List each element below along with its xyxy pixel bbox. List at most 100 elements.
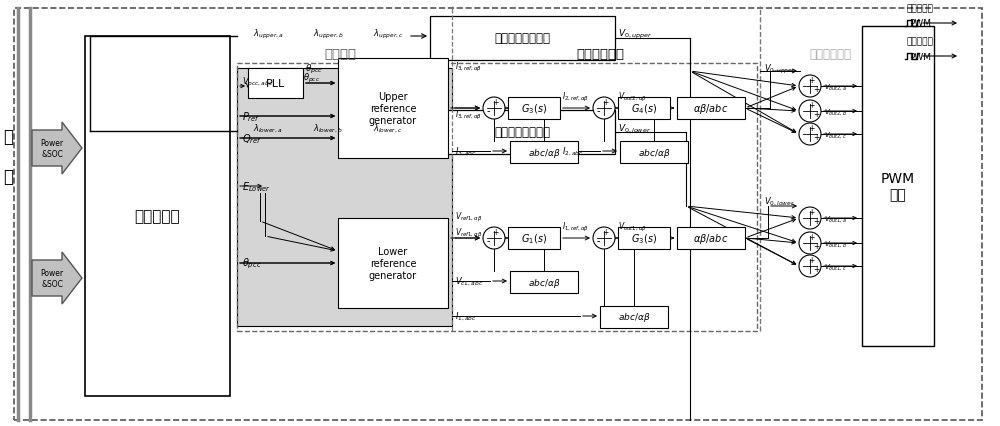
- Bar: [508, 98, 560, 120]
- Text: $V_{out2,b}$: $V_{out2,b}$: [824, 107, 847, 117]
- Text: 高压零序电压生成: 高压零序电压生成: [494, 32, 550, 46]
- Text: $V_{0,upper}$: $V_{0,upper}$: [618, 27, 652, 40]
- Text: Power
&SOC: Power &SOC: [40, 269, 64, 288]
- Circle shape: [799, 256, 821, 277]
- Text: 讯: 讯: [3, 167, 13, 186]
- Bar: [677, 227, 745, 249]
- Text: $\lambda_{lower,a}$: $\lambda_{lower,a}$: [253, 123, 283, 135]
- Text: 参考生成: 参考生成: [324, 49, 356, 61]
- Text: -: -: [596, 236, 600, 246]
- Text: +: +: [808, 124, 815, 133]
- Circle shape: [799, 233, 821, 254]
- Text: $I_{3,ref,\alpha\beta}$: $I_{3,ref,\alpha\beta}$: [455, 109, 482, 122]
- Polygon shape: [32, 123, 82, 175]
- Text: +: +: [808, 208, 815, 217]
- Text: $\theta_{pcc}$: $\theta_{pcc}$: [303, 71, 320, 84]
- Bar: [618, 227, 670, 249]
- Text: $\alpha\beta/abc$: $\alpha\beta/abc$: [693, 102, 729, 116]
- Text: PWM
调制: PWM 调制: [881, 172, 915, 201]
- Text: +: +: [492, 228, 499, 237]
- Text: 去低压模组: 去低压模组: [907, 37, 933, 46]
- Text: $V_{out1,a}$: $V_{out1,a}$: [824, 213, 847, 224]
- Polygon shape: [32, 253, 82, 304]
- Text: $I_{2,ref,\alpha\beta}$: $I_{2,ref,\alpha\beta}$: [562, 90, 589, 104]
- Text: $V_{ref1,\alpha\beta}$: $V_{ref1,\alpha\beta}$: [455, 227, 482, 239]
- Text: $V_{c1,abc}$: $V_{c1,abc}$: [455, 275, 483, 288]
- Text: +: +: [813, 264, 819, 273]
- Text: PLL: PLL: [266, 79, 285, 89]
- Text: $E_{Lower}$: $E_{Lower}$: [242, 180, 271, 193]
- Circle shape: [799, 207, 821, 230]
- Text: 电压电流控制: 电压电流控制: [576, 49, 624, 61]
- Text: $I_{3,abc}$: $I_{3,abc}$: [455, 146, 477, 158]
- Bar: [508, 227, 560, 249]
- Text: 通: 通: [3, 128, 13, 146]
- Text: $V_{pcc,abc}$: $V_{pcc,abc}$: [242, 75, 273, 88]
- Text: Lower
reference
generator: Lower reference generator: [369, 247, 417, 280]
- Text: $V_{0,upper}$: $V_{0,upper}$: [764, 62, 796, 75]
- Bar: [338, 59, 448, 158]
- Text: -: -: [596, 106, 600, 116]
- Bar: [237, 64, 757, 331]
- Text: $I_{3,ref,\alpha\beta}$: $I_{3,ref,\alpha\beta}$: [455, 60, 482, 73]
- Text: $abc/\alpha\beta$: $abc/\alpha\beta$: [638, 146, 670, 159]
- Text: $V_{out2,a}$: $V_{out2,a}$: [824, 82, 847, 92]
- Text: $G_3(s)$: $G_3(s)$: [631, 232, 657, 245]
- Text: $P_{ref}$: $P_{ref}$: [242, 110, 260, 124]
- Circle shape: [593, 98, 615, 120]
- Text: +: +: [808, 101, 815, 110]
- Bar: [510, 142, 578, 164]
- Circle shape: [593, 227, 615, 249]
- Bar: [237, 69, 452, 326]
- Text: $\lambda_{upper,c}$: $\lambda_{upper,c}$: [373, 27, 404, 40]
- Text: $V_{out1,\alpha\beta}$: $V_{out1,\alpha\beta}$: [618, 220, 647, 233]
- Text: $\lambda_{upper,a}$: $\lambda_{upper,a}$: [253, 27, 284, 40]
- Bar: [248, 69, 303, 99]
- Text: -: -: [486, 106, 490, 116]
- Text: +: +: [813, 132, 819, 141]
- Bar: [338, 219, 448, 308]
- Text: $V_{0,lower}$: $V_{0,lower}$: [618, 123, 651, 135]
- Text: +: +: [813, 241, 819, 250]
- Text: $V_{0,lower}$: $V_{0,lower}$: [764, 196, 795, 207]
- Bar: [430, 111, 615, 155]
- Text: $abc/\alpha\beta$: $abc/\alpha\beta$: [618, 311, 650, 324]
- Text: $Q_{ref}$: $Q_{ref}$: [242, 132, 262, 146]
- Text: 低压零序电压生成: 低压零序电压生成: [494, 126, 550, 139]
- Text: +: +: [492, 98, 499, 107]
- Text: $I_{1,ref,\alpha\beta}$: $I_{1,ref,\alpha\beta}$: [562, 220, 589, 233]
- Text: +: +: [813, 216, 819, 225]
- Circle shape: [799, 124, 821, 146]
- Text: +: +: [602, 98, 609, 107]
- Text: Upper
reference
generator: Upper reference generator: [369, 92, 417, 125]
- Text: $V_{out2,c}$: $V_{out2,c}$: [824, 130, 847, 140]
- Text: $\alpha\beta/abc$: $\alpha\beta/abc$: [693, 231, 729, 245]
- Text: $\lambda_{upper,b}$: $\lambda_{upper,b}$: [313, 27, 344, 40]
- Text: 零序电压注入: 零序电压注入: [809, 49, 851, 61]
- Text: $\theta_{pcc}$: $\theta_{pcc}$: [305, 62, 323, 75]
- Text: $\lambda_{lower,c}$: $\lambda_{lower,c}$: [373, 123, 403, 135]
- Text: $V_{out2,\alpha\beta}$: $V_{out2,\alpha\beta}$: [618, 90, 647, 104]
- Bar: [430, 17, 615, 61]
- Circle shape: [483, 98, 505, 120]
- Text: $\theta_{pcc}$: $\theta_{pcc}$: [242, 256, 262, 271]
- Circle shape: [799, 101, 821, 123]
- Text: +: +: [808, 233, 815, 242]
- Text: -: -: [486, 236, 490, 246]
- Text: $V_{out1,c}$: $V_{out1,c}$: [824, 262, 847, 271]
- Bar: [85, 37, 230, 396]
- Bar: [510, 271, 578, 294]
- Text: +: +: [813, 84, 819, 93]
- Text: PWM: PWM: [909, 52, 931, 61]
- Text: +: +: [602, 228, 609, 237]
- Text: 中央控制器: 中央控制器: [135, 209, 180, 224]
- Text: +: +: [808, 256, 815, 265]
- Text: 去高压模组: 去高压模组: [907, 5, 933, 14]
- Circle shape: [483, 227, 505, 249]
- Text: $abc/\alpha\beta$: $abc/\alpha\beta$: [528, 276, 560, 289]
- Bar: [600, 306, 668, 328]
- Text: $V_{ref1,\alpha\beta}$: $V_{ref1,\alpha\beta}$: [455, 210, 482, 223]
- Bar: [618, 98, 670, 120]
- Text: +: +: [813, 109, 819, 118]
- Text: $G_1(s)$: $G_1(s)$: [521, 232, 547, 245]
